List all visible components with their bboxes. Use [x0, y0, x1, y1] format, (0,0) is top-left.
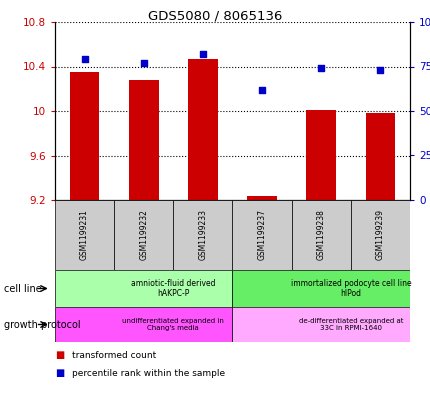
Text: ■: ■: [55, 368, 64, 378]
Text: de-differentiated expanded at
33C in RPMI-1640: de-differentiated expanded at 33C in RPM…: [298, 318, 402, 331]
Text: GSM1199233: GSM1199233: [198, 209, 207, 261]
Bar: [55, 307, 232, 342]
Point: [199, 51, 206, 57]
Bar: [173, 200, 232, 270]
Text: immortalized podocyte cell line
hIPod: immortalized podocyte cell line hIPod: [290, 279, 410, 298]
Point: [140, 60, 147, 66]
Text: GSM1199231: GSM1199231: [80, 209, 89, 261]
Bar: [291, 200, 350, 270]
Bar: [247, 196, 276, 200]
Bar: [187, 59, 217, 200]
Text: cell line: cell line: [4, 283, 42, 294]
Text: GSM1199232: GSM1199232: [139, 209, 148, 261]
Bar: [129, 80, 158, 200]
Point: [81, 56, 88, 62]
Bar: [70, 72, 99, 200]
Text: undifferentiated expanded in
Chang's media: undifferentiated expanded in Chang's med…: [122, 318, 224, 331]
Bar: [232, 200, 291, 270]
Text: GSM1199238: GSM1199238: [316, 209, 325, 261]
Text: GDS5080 / 8065136: GDS5080 / 8065136: [148, 10, 282, 23]
Text: ■: ■: [55, 350, 64, 360]
Point: [317, 65, 324, 72]
Text: amniotic-fluid derived
hAKPC-P: amniotic-fluid derived hAKPC-P: [131, 279, 215, 298]
Bar: [306, 110, 335, 200]
Point: [258, 86, 265, 93]
Bar: [114, 200, 173, 270]
Text: GSM1199239: GSM1199239: [375, 209, 384, 261]
Text: GSM1199237: GSM1199237: [257, 209, 266, 261]
Bar: [232, 307, 409, 342]
Text: transformed count: transformed count: [72, 351, 156, 360]
Bar: [350, 200, 409, 270]
Bar: [55, 270, 232, 307]
Text: percentile rank within the sample: percentile rank within the sample: [72, 369, 225, 378]
Point: [376, 67, 383, 73]
Bar: [55, 200, 114, 270]
Bar: [365, 113, 394, 200]
Bar: [232, 270, 409, 307]
Text: growth protocol: growth protocol: [4, 320, 81, 329]
